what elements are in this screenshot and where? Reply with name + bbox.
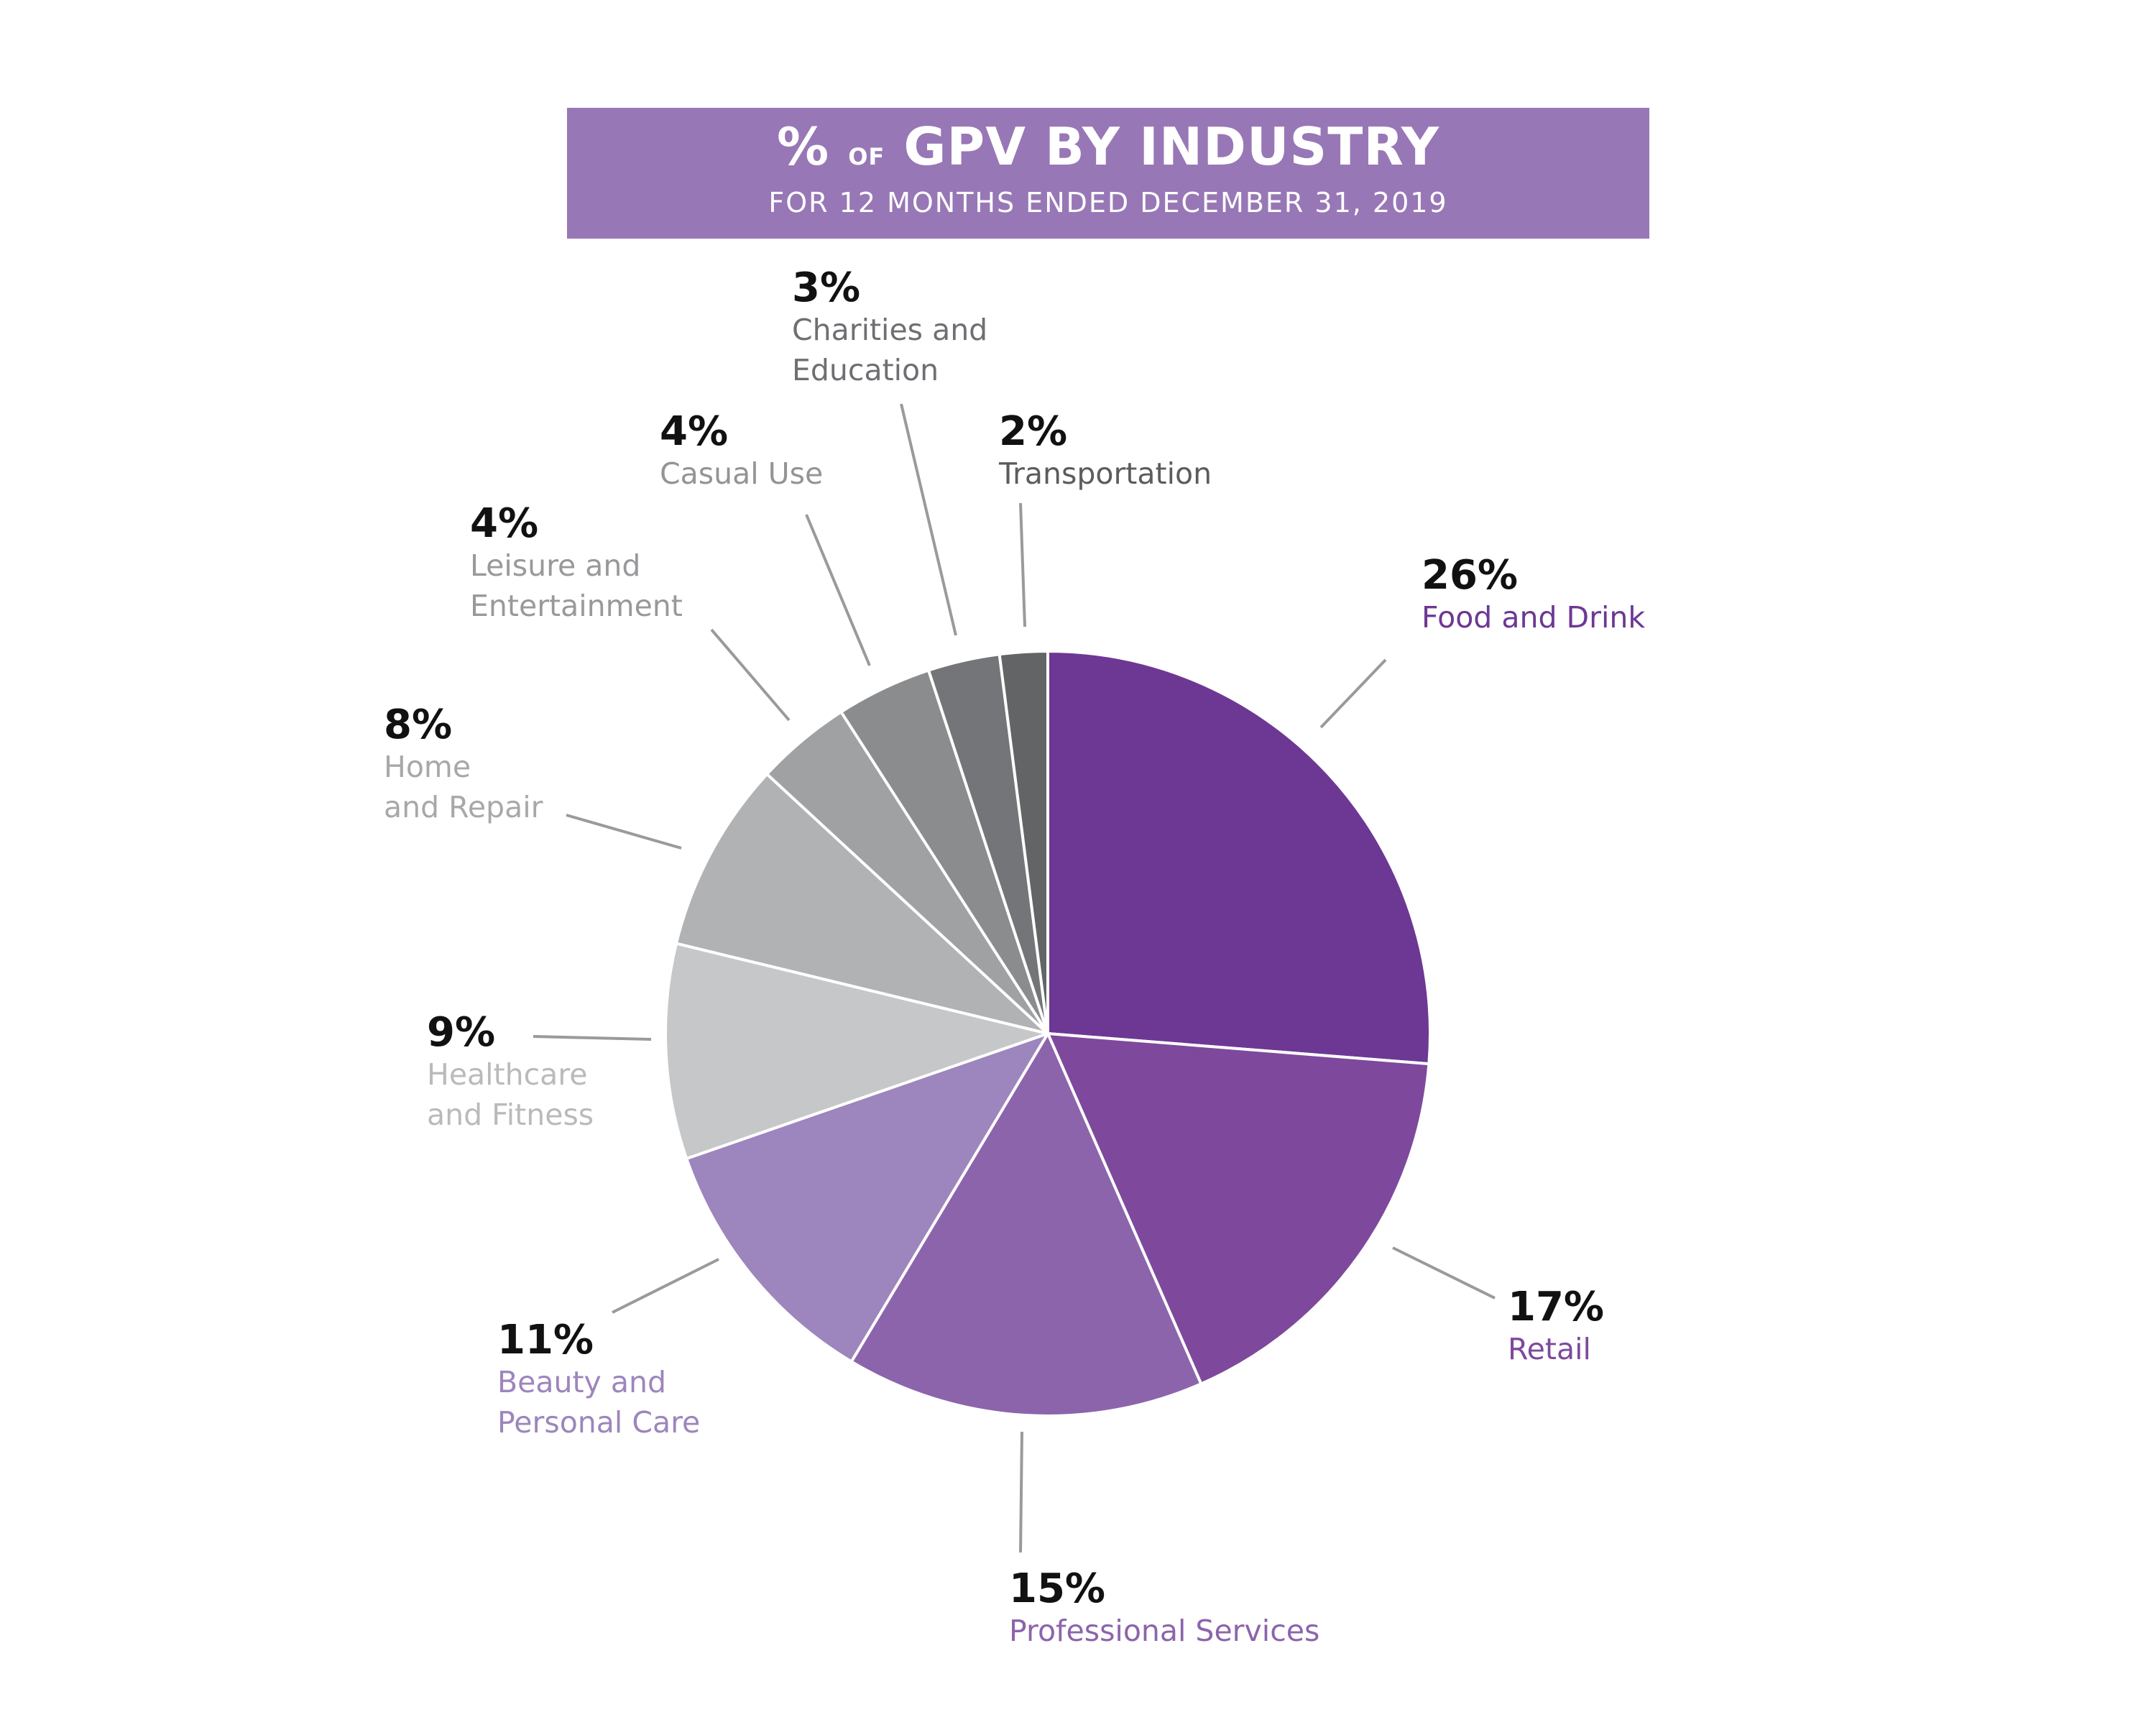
pie-slice	[1046, 1032, 1431, 1386]
slice-category-label: Healthcare	[427, 1057, 588, 1092]
pie-slice	[998, 650, 1049, 1035]
pie-slice	[685, 1032, 1049, 1363]
slice-percent-label: 4%	[470, 500, 539, 547]
slice-category-label: and Repair	[384, 789, 543, 824]
slice-category-label: Home	[384, 749, 471, 784]
slice-category-label: Personal Care	[497, 1404, 701, 1440]
pie-slice	[664, 942, 1049, 1160]
slice-category-label: Entertainment	[470, 588, 683, 623]
chart-title: % of GPV BY INDUSTRY	[567, 108, 1649, 172]
slice-percent-label: 17%	[1508, 1284, 1605, 1330]
slice-label: 17% Retail	[1508, 1284, 1605, 1369]
leader-line	[805, 514, 871, 666]
leader-line	[1019, 1431, 1023, 1553]
slice-label: 26% Food and Drink	[1422, 552, 1646, 638]
slice-percent-label: 11%	[497, 1317, 594, 1363]
slice-percent-label: 4%	[660, 408, 729, 455]
slice-label: 3% Charities and Education	[792, 267, 987, 390]
slice-category-label: and Fitness	[427, 1097, 594, 1132]
leader-line	[533, 1035, 652, 1041]
slice-category-label: Professional Services	[1009, 1613, 1320, 1648]
title-banner: % of GPV BY INDUSTRY FOR 12 MONTHS ENDED…	[567, 108, 1649, 239]
leader-line	[566, 814, 682, 850]
leader-line	[1392, 1246, 1496, 1300]
title-percent-sign: %	[776, 116, 830, 177]
slice-label: 11% Beauty and Personal Care	[497, 1317, 701, 1443]
slice-percent-label: 8%	[384, 702, 453, 748]
slice-label: 4% Casual Use	[660, 408, 824, 494]
title-of: of	[848, 134, 885, 172]
slice-percent-label: 3%	[792, 264, 861, 311]
slice-category-label: Retail	[1508, 1331, 1591, 1366]
leader-line	[1319, 658, 1387, 729]
slice-category-label: Food and Drink	[1422, 599, 1646, 635]
slice-label: 2% Transportation	[999, 408, 1212, 494]
slice-category-label: Transportation	[999, 456, 1212, 491]
pie-slice	[1046, 650, 1432, 1066]
slice-percent-label: 2%	[999, 408, 1068, 455]
slice-percent-label: 15%	[1009, 1565, 1106, 1612]
leader-line	[1019, 502, 1026, 627]
leader-line	[710, 628, 791, 722]
pie-slice	[675, 773, 1049, 1035]
leader-line	[900, 403, 957, 636]
slice-category-label: Casual Use	[660, 456, 824, 491]
pie-slice	[849, 1032, 1203, 1417]
slice-label: 4% Leisure and Entertainment	[470, 500, 683, 626]
slice-category-label: Leisure and	[470, 548, 641, 583]
title-text: GPV BY INDUSTRY	[903, 116, 1440, 177]
slice-label: 15% Professional Services	[1009, 1568, 1319, 1651]
slice-category-label: Beauty and	[497, 1364, 666, 1399]
leader-line	[612, 1258, 719, 1314]
slice-category-label: Charities and	[792, 312, 988, 347]
slice-category-label: Education	[792, 352, 939, 387]
slice-percent-label: 26%	[1422, 552, 1519, 599]
chart-subtitle: FOR 12 MONTHS ENDED DECEMBER 31, 2019	[768, 187, 1448, 218]
slice-label: 8% Home and Repair	[384, 704, 543, 827]
slice-label: 9% Healthcare and Fitness	[427, 1009, 594, 1135]
slice-percent-label: 9%	[427, 1009, 496, 1056]
